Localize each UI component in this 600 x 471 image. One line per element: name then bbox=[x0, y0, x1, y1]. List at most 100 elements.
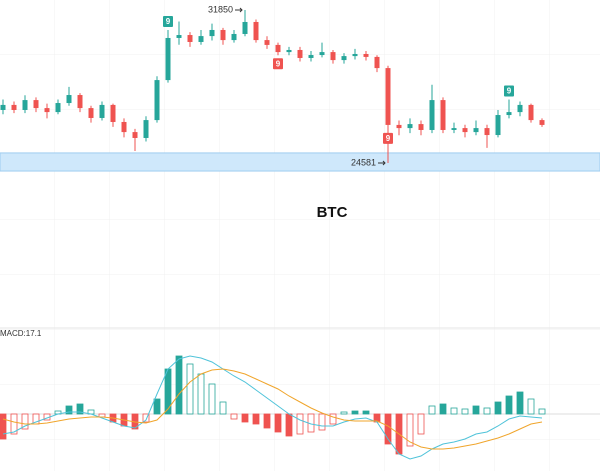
candle-body bbox=[220, 29, 226, 41]
candle-body bbox=[341, 56, 347, 61]
candle-body bbox=[176, 35, 182, 38]
candle-body bbox=[33, 100, 39, 109]
candle-body bbox=[297, 49, 303, 58]
histogram-bar bbox=[472, 405, 480, 415]
histogram-bar bbox=[461, 408, 469, 415]
histogram-bar bbox=[76, 403, 84, 415]
histogram-bar bbox=[21, 413, 29, 430]
candle-body bbox=[11, 104, 17, 110]
signal-marker bbox=[163, 15, 173, 27]
histogram-bar bbox=[406, 413, 414, 447]
candle-body bbox=[275, 44, 281, 53]
histogram-bar bbox=[505, 395, 513, 415]
histogram-bar bbox=[417, 413, 425, 435]
signal-marker-label: 9 bbox=[507, 87, 512, 96]
candle-body bbox=[506, 112, 512, 116]
high-label: 31850 bbox=[208, 4, 233, 14]
candle-body bbox=[209, 29, 215, 37]
histogram-bar bbox=[384, 413, 392, 445]
histogram-bar bbox=[296, 413, 304, 435]
candle-body bbox=[473, 128, 479, 133]
signal-marker bbox=[383, 132, 393, 144]
histogram-bar bbox=[494, 401, 502, 415]
candle-body bbox=[286, 49, 292, 53]
dea-line bbox=[2, 368, 543, 450]
histogram-bar bbox=[527, 398, 535, 415]
chart-title: BTC bbox=[317, 204, 348, 221]
histogram-bar bbox=[153, 398, 161, 415]
highlight-band bbox=[0, 152, 600, 172]
histogram-bar bbox=[186, 363, 194, 415]
candle-body bbox=[88, 108, 94, 118]
candle-body bbox=[253, 21, 259, 41]
candle-body bbox=[44, 108, 50, 113]
candle-body bbox=[66, 95, 72, 104]
candle-body bbox=[242, 21, 248, 34]
high-arrow bbox=[235, 7, 243, 13]
signal-marker bbox=[504, 85, 514, 97]
candle-body bbox=[198, 36, 204, 42]
histogram-bar bbox=[340, 411, 348, 415]
histogram-bar bbox=[197, 373, 205, 415]
candle-body bbox=[495, 115, 501, 136]
histogram-bar bbox=[230, 413, 238, 420]
candle-body bbox=[0, 104, 6, 110]
candle-body bbox=[407, 124, 413, 129]
candle-body bbox=[55, 103, 61, 113]
histogram-bar bbox=[164, 368, 172, 415]
signal-marker-label: 9 bbox=[386, 134, 391, 143]
dif-line bbox=[2, 355, 543, 460]
low-arrow bbox=[378, 160, 386, 166]
candle-body bbox=[99, 104, 105, 118]
histogram-bar bbox=[362, 410, 370, 415]
candle-body bbox=[539, 120, 545, 125]
candle-body bbox=[352, 53, 358, 57]
candle-body bbox=[363, 53, 369, 57]
candle-body bbox=[165, 37, 171, 81]
histogram-bar bbox=[285, 413, 293, 437]
histogram-bar bbox=[175, 355, 183, 415]
candle-body bbox=[154, 80, 160, 121]
histogram-bar bbox=[351, 410, 359, 415]
histogram-bar bbox=[65, 405, 73, 415]
candle-body bbox=[231, 33, 237, 41]
candle-body bbox=[385, 68, 391, 125]
histogram-bar bbox=[439, 403, 447, 415]
histogram-bar bbox=[263, 413, 271, 429]
candle-body bbox=[418, 124, 424, 130]
candle-body bbox=[77, 95, 83, 109]
candle-body bbox=[462, 128, 468, 133]
histogram-bar bbox=[0, 413, 7, 440]
histogram-bar bbox=[516, 391, 524, 415]
histogram-bar bbox=[538, 408, 546, 415]
candle-body bbox=[429, 100, 435, 130]
histogram-bar bbox=[483, 407, 491, 415]
candle-body bbox=[22, 100, 28, 110]
candle-body bbox=[396, 124, 402, 129]
candle-body bbox=[110, 104, 116, 122]
candle-body bbox=[484, 128, 490, 136]
candle-body bbox=[132, 132, 138, 138]
histogram-bar bbox=[318, 413, 326, 431]
histogram-bar bbox=[252, 413, 260, 425]
candle-body bbox=[374, 56, 380, 69]
signal-marker-label: 9 bbox=[166, 17, 171, 26]
histogram-bar bbox=[10, 413, 18, 435]
candle-body bbox=[330, 52, 336, 61]
histogram-bar bbox=[208, 383, 216, 415]
candle-body bbox=[121, 121, 127, 133]
candle-body bbox=[517, 104, 523, 113]
candle-body bbox=[264, 40, 270, 45]
histogram-bar bbox=[274, 413, 282, 433]
candle-body bbox=[528, 104, 534, 121]
candle-body bbox=[451, 128, 457, 130]
macd-label: MACD:17.1 bbox=[0, 329, 42, 338]
candle-body bbox=[143, 120, 149, 138]
candle-body bbox=[308, 55, 314, 58]
histogram-bar bbox=[450, 407, 458, 415]
low-label: 24581 bbox=[351, 157, 376, 167]
histogram-bar bbox=[241, 413, 249, 423]
histogram-bar bbox=[142, 413, 150, 423]
